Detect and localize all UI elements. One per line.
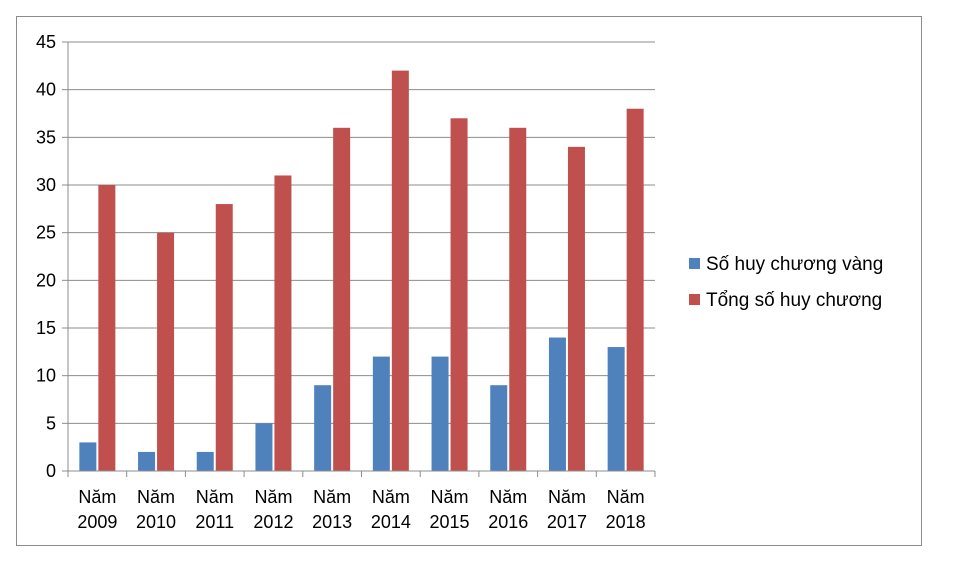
x-tick-label-line2: 2014 [371,512,411,532]
x-tick-label-line2: 2016 [488,512,528,532]
legend-swatch-0 [689,258,700,269]
y-tick-label: 25 [36,223,56,243]
bar-total-2014 [391,70,409,471]
y-tick-label: 40 [36,80,56,100]
legend-swatch-1 [689,294,700,305]
bar-gold-2011 [196,451,214,471]
bar-total-2013 [333,127,351,472]
y-tick-label: 35 [36,127,56,147]
x-tick-label-line2: 2011 [195,512,234,532]
x-tick-label-line1: Năm [78,487,116,507]
bars [79,70,644,472]
bar-gold-2017 [548,337,566,471]
bar-gold-2010 [138,451,156,471]
gridlines [68,41,655,424]
x-tick-label-line1: Năm [196,487,234,507]
x-tick-label-line2: 2017 [547,512,587,532]
x-tick-label-line2: 2015 [430,512,470,532]
axes [67,42,655,472]
bar-total-2015 [450,118,468,472]
legend: Số huy chương vàng Tổng số huy chương [689,254,883,311]
legend-label-1: Tổng số huy chương [706,290,882,311]
bar-gold-2009 [79,442,97,471]
x-tick-label-line1: Năm [137,487,175,507]
y-tick-label: 45 [36,32,56,52]
bar-gold-2014 [372,356,390,471]
x-tick-label-line2: 2010 [136,512,176,532]
y-tick-label: 20 [36,270,56,290]
x-tick-label-line2: 2018 [606,512,646,532]
bar-total-2012 [274,175,292,471]
bar-gold-2016 [490,385,508,471]
y-axis-ticks: 0 5 10 15 20 25 30 35 40 45 [36,32,68,481]
bar-total-2016 [509,127,527,472]
bar-gold-2013 [314,385,332,471]
legend-label-0: Số huy chương vàng [706,254,883,275]
y-tick-label: 30 [36,175,56,195]
bar-gold-2015 [431,356,449,471]
y-tick-label: 0 [46,461,56,481]
x-axis-ticks: Năm 2009 Năm 2010 Năm 2011 Năm 2012 Năm 2013 Năm 20… [67,471,656,532]
bar-gold-2018 [607,347,625,471]
x-tick-label-line1: Năm [431,487,469,507]
y-tick-label: 5 [46,413,56,433]
x-tick-label-line1: Năm [254,487,292,507]
bar-total-2017 [567,146,585,471]
bar-gold-2012 [255,423,273,471]
x-tick-label-line2: 2009 [77,512,117,532]
x-tick-label-line1: Năm [489,487,527,507]
x-tick-label-line1: Năm [372,487,410,507]
bar-total-2011 [215,204,233,472]
x-tick-label-line1: Năm [313,487,351,507]
y-tick-label: 15 [36,318,56,338]
bar-total-2010 [157,232,175,471]
x-tick-label-line1: Năm [548,487,586,507]
y-tick-label: 10 [36,366,56,386]
x-tick-label-line2: 2012 [253,512,293,532]
x-tick-label-line1: Năm [607,487,645,507]
bar-total-2018 [626,108,644,471]
x-tick-label-line2: 2013 [312,512,352,532]
bar-total-2009 [98,185,116,471]
